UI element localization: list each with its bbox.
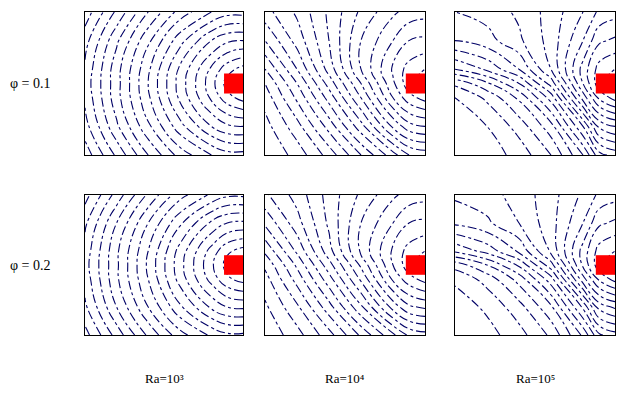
svg-text:Ra=10³: Ra=10³	[145, 371, 184, 386]
svg-text:Ra=10⁴: Ra=10⁴	[325, 371, 365, 386]
svg-text:Ra=10⁵: Ra=10⁵	[516, 371, 555, 386]
svg-text:φ = 0.2: φ = 0.2	[10, 258, 50, 273]
svg-text:φ = 0.1: φ = 0.1	[10, 76, 50, 91]
